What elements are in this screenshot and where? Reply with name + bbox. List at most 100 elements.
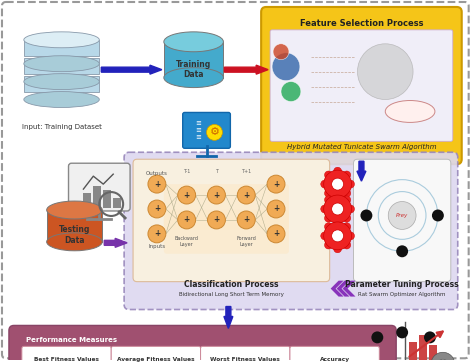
Circle shape [343, 214, 351, 222]
Circle shape [346, 180, 355, 188]
Text: Feature Selection Process: Feature Selection Process [300, 20, 423, 28]
Circle shape [178, 186, 196, 204]
FancyArrow shape [101, 65, 162, 74]
Circle shape [357, 44, 413, 100]
Text: +: + [213, 190, 219, 199]
FancyBboxPatch shape [164, 184, 289, 230]
Circle shape [343, 171, 351, 179]
Text: Rat Swarm Optimizer Algorithm: Rat Swarm Optimizer Algorithm [358, 292, 446, 297]
FancyBboxPatch shape [354, 159, 451, 282]
Text: Performance Measures: Performance Measures [26, 337, 117, 344]
Text: Outputs: Outputs [146, 171, 168, 176]
Circle shape [371, 331, 383, 343]
FancyArrow shape [104, 238, 127, 247]
Circle shape [334, 245, 342, 253]
Circle shape [178, 211, 196, 229]
Text: Backward
Layer: Backward Layer [175, 236, 199, 247]
FancyBboxPatch shape [69, 163, 130, 211]
Text: ⚙: ⚙ [210, 127, 219, 137]
Circle shape [334, 192, 342, 200]
FancyBboxPatch shape [22, 346, 111, 362]
Text: Best Fitness Values: Best Fitness Values [34, 357, 99, 362]
Circle shape [208, 186, 226, 204]
FancyBboxPatch shape [182, 113, 230, 148]
Circle shape [148, 200, 166, 218]
Bar [103, 190, 111, 208]
Circle shape [325, 171, 332, 179]
Circle shape [267, 175, 285, 193]
Circle shape [324, 222, 352, 250]
Text: +: + [243, 215, 249, 224]
Circle shape [325, 214, 332, 222]
Circle shape [207, 125, 222, 140]
Circle shape [332, 230, 344, 242]
Text: Hybrid Mutated Tunicate Swarm Algorithm: Hybrid Mutated Tunicate Swarm Algorithm [287, 144, 436, 150]
Circle shape [267, 200, 285, 218]
Text: +: + [273, 230, 279, 238]
Circle shape [438, 359, 448, 362]
Circle shape [424, 331, 436, 343]
FancyBboxPatch shape [290, 346, 379, 362]
Ellipse shape [24, 92, 99, 108]
Bar [93, 186, 101, 208]
Circle shape [148, 225, 166, 243]
Text: Testing
Data: Testing Data [59, 225, 90, 245]
Circle shape [324, 170, 352, 198]
Ellipse shape [164, 68, 223, 88]
Circle shape [432, 210, 444, 222]
Text: Accuracy: Accuracy [319, 357, 350, 362]
Circle shape [325, 189, 332, 197]
Circle shape [208, 211, 226, 229]
Text: +: + [273, 180, 279, 189]
Circle shape [325, 223, 332, 231]
Circle shape [148, 175, 166, 193]
Text: +: + [273, 205, 279, 214]
Bar [24, 58, 99, 73]
Bar [164, 42, 223, 77]
Text: +: + [154, 205, 160, 214]
FancyBboxPatch shape [270, 30, 453, 141]
Circle shape [321, 232, 328, 240]
Circle shape [332, 178, 344, 190]
Text: Input: Training Dataset: Input: Training Dataset [22, 125, 101, 130]
Text: T-1: T-1 [183, 169, 191, 174]
Circle shape [343, 196, 351, 204]
Circle shape [343, 189, 351, 197]
FancyArrow shape [224, 307, 233, 328]
Bar [46, 210, 102, 242]
Text: Worst Fitness Values: Worst Fitness Values [210, 357, 280, 362]
FancyBboxPatch shape [164, 210, 289, 254]
Text: ≡
≡
≡: ≡ ≡ ≡ [196, 121, 201, 140]
Bar [429, 345, 437, 360]
Text: +: + [154, 230, 160, 238]
Bar [83, 193, 91, 208]
Text: Parameter Tuning Process: Parameter Tuning Process [346, 280, 459, 289]
Ellipse shape [24, 73, 99, 89]
Circle shape [237, 186, 255, 204]
Circle shape [360, 210, 373, 222]
Circle shape [325, 196, 332, 204]
Text: Prey: Prey [396, 213, 408, 218]
Circle shape [321, 180, 328, 188]
Ellipse shape [24, 32, 99, 48]
Bar [24, 40, 99, 56]
FancyBboxPatch shape [111, 346, 201, 362]
Ellipse shape [24, 56, 99, 72]
FancyBboxPatch shape [2, 2, 469, 358]
Text: Classification Process: Classification Process [184, 280, 279, 289]
Polygon shape [337, 281, 349, 296]
Text: Inputs: Inputs [148, 244, 165, 249]
Circle shape [396, 327, 408, 338]
Circle shape [396, 245, 408, 257]
Ellipse shape [164, 32, 223, 52]
Text: Training
Data: Training Data [176, 60, 211, 79]
Text: +: + [213, 215, 219, 224]
Polygon shape [331, 281, 344, 296]
FancyBboxPatch shape [9, 325, 396, 362]
Circle shape [346, 232, 355, 240]
Ellipse shape [46, 233, 102, 251]
Text: Forward
Layer: Forward Layer [237, 236, 256, 247]
Circle shape [237, 211, 255, 229]
Text: +: + [183, 215, 190, 224]
Circle shape [334, 167, 342, 175]
